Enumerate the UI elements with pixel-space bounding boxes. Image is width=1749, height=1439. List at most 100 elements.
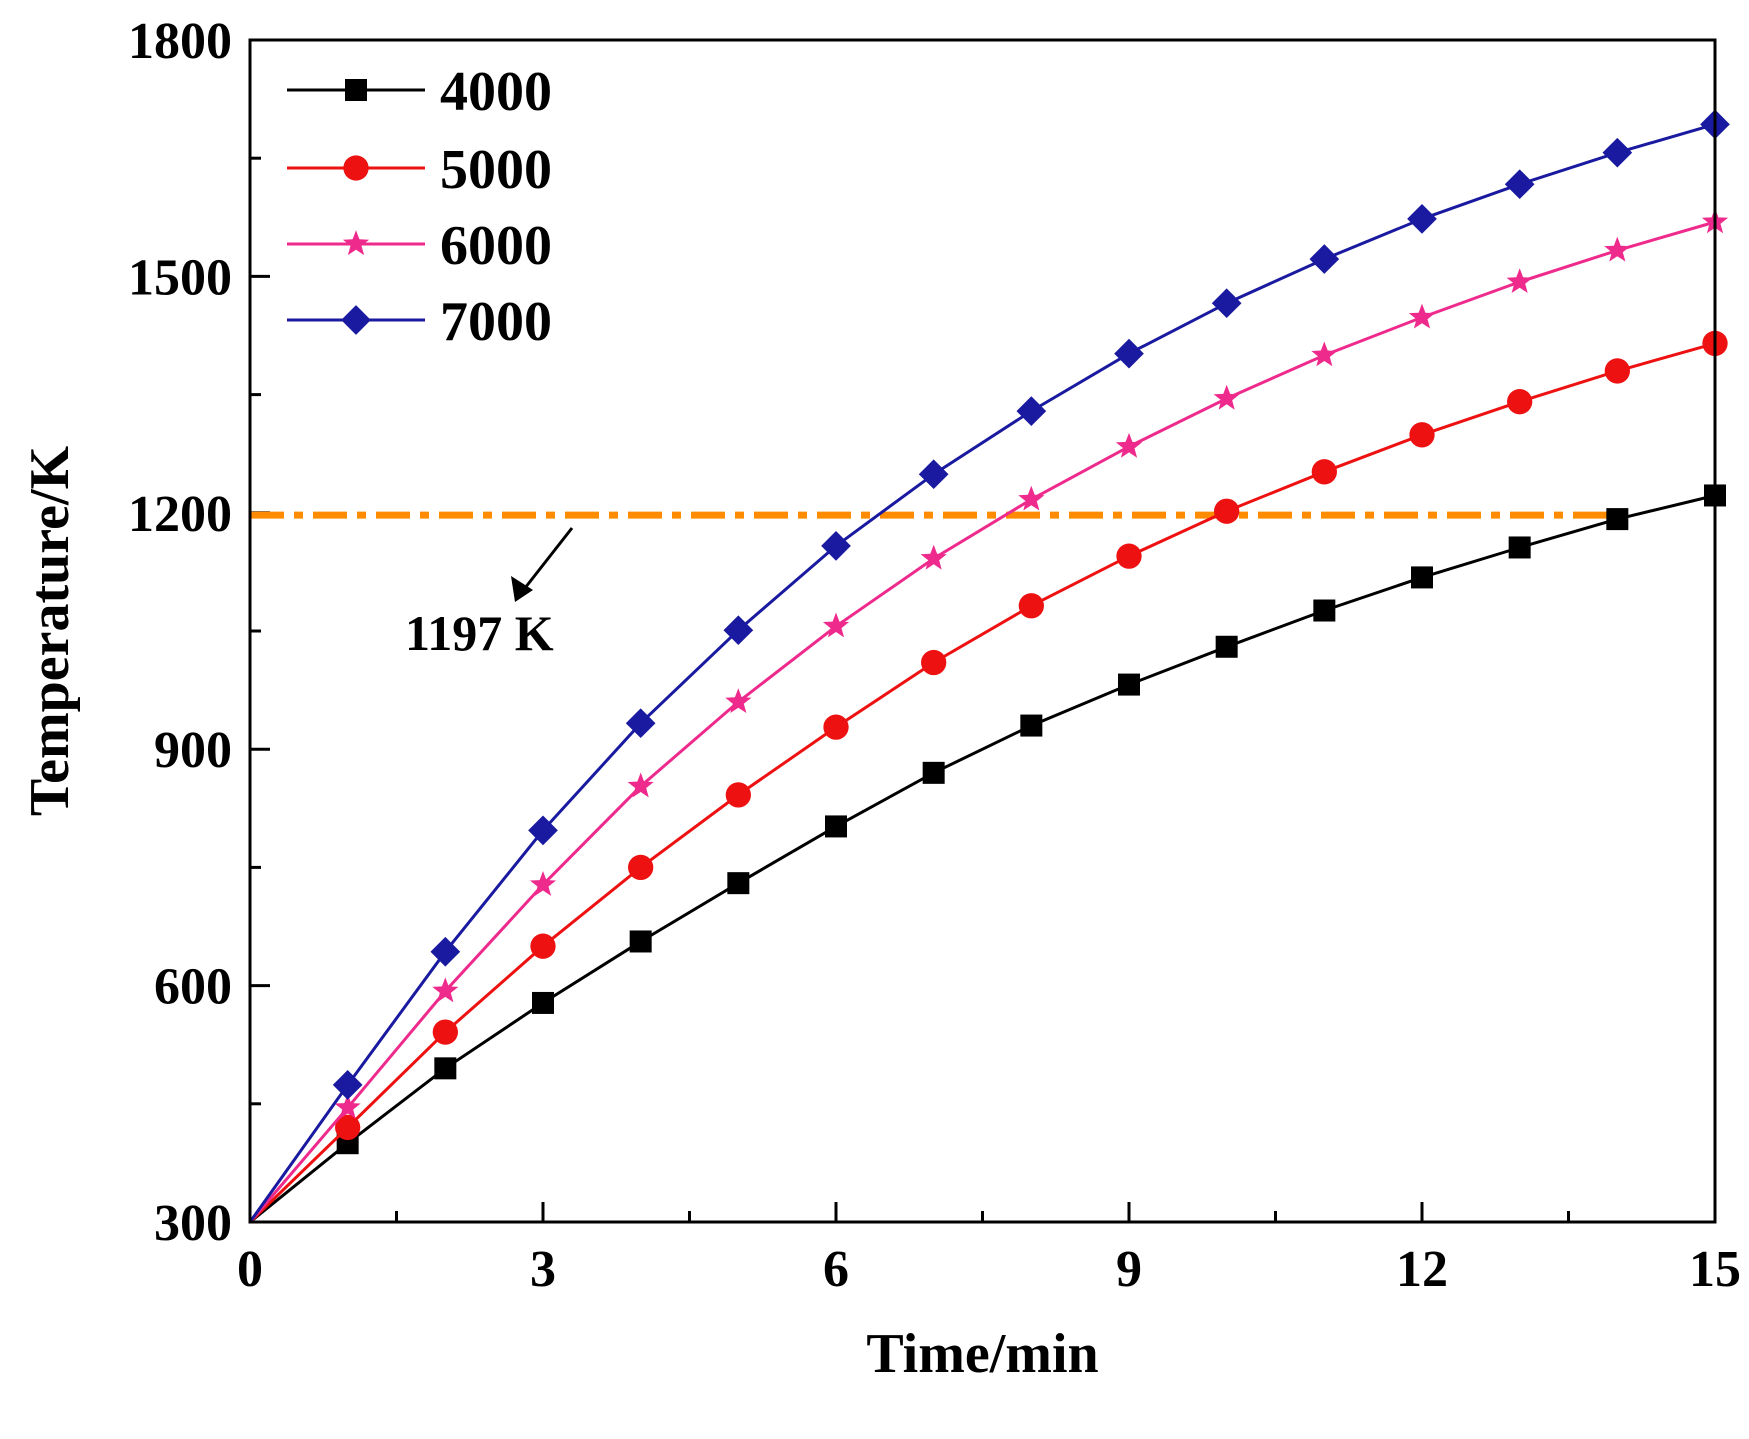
data-point-6000 [529, 871, 557, 896]
series-4000 [249, 484, 1726, 1224]
data-point-6000 [920, 544, 947, 570]
x-tick-label: 15 [1689, 1241, 1741, 1298]
x-axis-label: Time/min [866, 1323, 1098, 1385]
data-point-5000 [1507, 389, 1533, 415]
series-6000 [248, 208, 1729, 1223]
data-point-4000 [434, 1057, 457, 1080]
data-point-5000 [1311, 459, 1337, 485]
annotation-arrowhead [511, 576, 533, 602]
legend-marker-circle [343, 155, 369, 181]
data-point-4000 [1020, 714, 1043, 737]
data-point-6000 [1311, 341, 1338, 367]
data-point-5000 [725, 782, 751, 808]
data-point-7000 [430, 936, 461, 967]
data-point-4000 [1118, 673, 1140, 696]
series-5000 [248, 330, 1728, 1224]
data-point-4000 [1508, 536, 1531, 559]
data-point-7000 [332, 1070, 363, 1100]
y-tick-label: 1200 [128, 486, 232, 543]
y-tick-label: 600 [154, 959, 232, 1016]
data-point-7000 [821, 531, 851, 561]
data-point-6000 [1018, 485, 1045, 511]
legend-label: 6000 [440, 215, 552, 277]
x-tick-label: 12 [1396, 1241, 1448, 1298]
data-point-7000 [625, 708, 656, 739]
data-point-6000 [627, 772, 654, 798]
data-point-4000 [922, 761, 945, 784]
y-tick-label: 1500 [128, 249, 232, 306]
data-point-5000 [1409, 422, 1435, 448]
legend-item-5000: 5000 [287, 139, 552, 201]
data-point-7000 [528, 815, 558, 846]
series-line-6000 [248, 220, 1716, 1223]
x-tick-label: 9 [1116, 1241, 1142, 1298]
series-layer [248, 109, 1730, 1224]
plot-frame [248, 38, 1717, 1224]
tick-labels: 0 3 6 9 12 15 300 600 900 1200 1500 1800 [128, 13, 1741, 1298]
data-point-6000 [1604, 236, 1631, 262]
series-line-7000 [248, 122, 1716, 1223]
legend-marker-diamond [341, 305, 371, 335]
annotation-label: 1197 K [405, 605, 554, 661]
data-point-6000 [334, 1094, 361, 1119]
data-point-5000 [530, 933, 556, 959]
data-point-6000 [1115, 432, 1143, 458]
y-tick-label: 900 [154, 722, 232, 779]
legend-label: 7000 [440, 291, 552, 353]
data-point-7000 [1114, 338, 1144, 369]
data-point-4000 [532, 991, 554, 1014]
legend-marker-star [342, 230, 370, 256]
data-point-5000 [335, 1114, 361, 1141]
data-point-4000 [629, 930, 652, 953]
data-point-6000 [1506, 268, 1533, 293]
data-point-6000 [725, 688, 752, 713]
data-point-5000 [921, 649, 947, 676]
legend: 4000 5000 6000 7000 [287, 61, 552, 353]
minor-ticks [250, 156, 1570, 1222]
legend-label: 5000 [440, 139, 552, 201]
annotation-layer: 1197 K [405, 527, 574, 661]
data-point-5000 [1018, 593, 1044, 619]
series-line-4000 [249, 494, 1716, 1224]
data-point-7000 [918, 459, 949, 490]
legend-marker-square [345, 79, 367, 101]
data-point-7000 [1602, 137, 1633, 168]
y-tick-label: 300 [154, 1195, 232, 1252]
data-point-6000 [1408, 303, 1436, 329]
data-point-4000 [1606, 508, 1629, 531]
data-point-5000 [1214, 498, 1240, 524]
annotation-arrow [523, 527, 574, 589]
data-point-4000 [1215, 635, 1238, 658]
x-tick-label: 3 [530, 1241, 556, 1298]
legend-label: 4000 [440, 61, 552, 123]
data-point-5000 [1116, 543, 1142, 569]
data-point-7000 [1211, 288, 1242, 319]
y-axis-label: Temperature/K [19, 445, 81, 816]
legend-item-4000: 4000 [287, 61, 552, 123]
data-point-7000 [723, 615, 754, 646]
data-point-5000 [628, 854, 654, 881]
series-line-5000 [248, 341, 1716, 1224]
data-point-4000 [1313, 599, 1336, 622]
data-point-4000 [825, 815, 847, 838]
legend-item-6000: 6000 [287, 215, 552, 277]
x-tick-label: 0 [237, 1241, 263, 1298]
x-tick-label: 6 [823, 1241, 849, 1298]
data-point-4000 [727, 872, 750, 895]
data-point-5000 [823, 714, 849, 740]
data-point-7000 [1309, 244, 1340, 274]
data-point-6000 [1213, 384, 1240, 410]
data-point-5000 [1604, 358, 1630, 384]
data-point-7000 [1407, 204, 1437, 234]
data-point-5000 [432, 1019, 458, 1045]
data-point-6000 [822, 612, 850, 638]
data-point-4000 [1411, 566, 1433, 589]
data-point-7000 [1016, 396, 1047, 426]
data-point-6000 [432, 977, 459, 1003]
y-tick-label: 1800 [128, 13, 232, 70]
data-point-7000 [1504, 169, 1535, 200]
legend-item-7000: 7000 [287, 291, 552, 353]
series-7000 [248, 109, 1730, 1223]
